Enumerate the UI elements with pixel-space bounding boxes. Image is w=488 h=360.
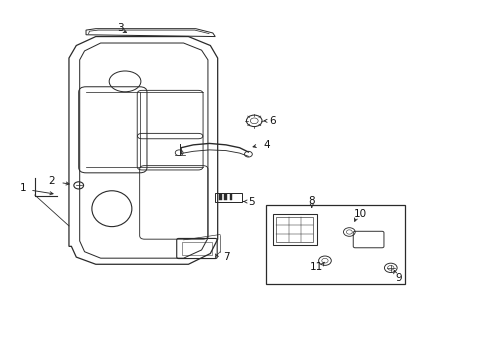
Text: 2: 2 xyxy=(48,176,55,186)
Bar xyxy=(229,194,232,200)
Bar xyxy=(224,194,226,200)
Bar xyxy=(182,242,211,255)
Text: 11: 11 xyxy=(309,262,323,272)
Text: 1: 1 xyxy=(20,183,27,193)
Text: 3: 3 xyxy=(117,23,123,33)
Text: 7: 7 xyxy=(222,252,229,262)
Text: 4: 4 xyxy=(263,140,269,150)
Text: 9: 9 xyxy=(394,273,401,283)
Text: 10: 10 xyxy=(353,209,366,219)
Bar xyxy=(215,193,242,202)
Bar xyxy=(219,194,221,200)
Text: 5: 5 xyxy=(248,197,255,207)
Bar xyxy=(272,214,316,244)
Bar xyxy=(276,217,313,242)
Text: 6: 6 xyxy=(269,116,276,126)
Bar xyxy=(266,205,405,284)
Text: 8: 8 xyxy=(308,196,314,206)
